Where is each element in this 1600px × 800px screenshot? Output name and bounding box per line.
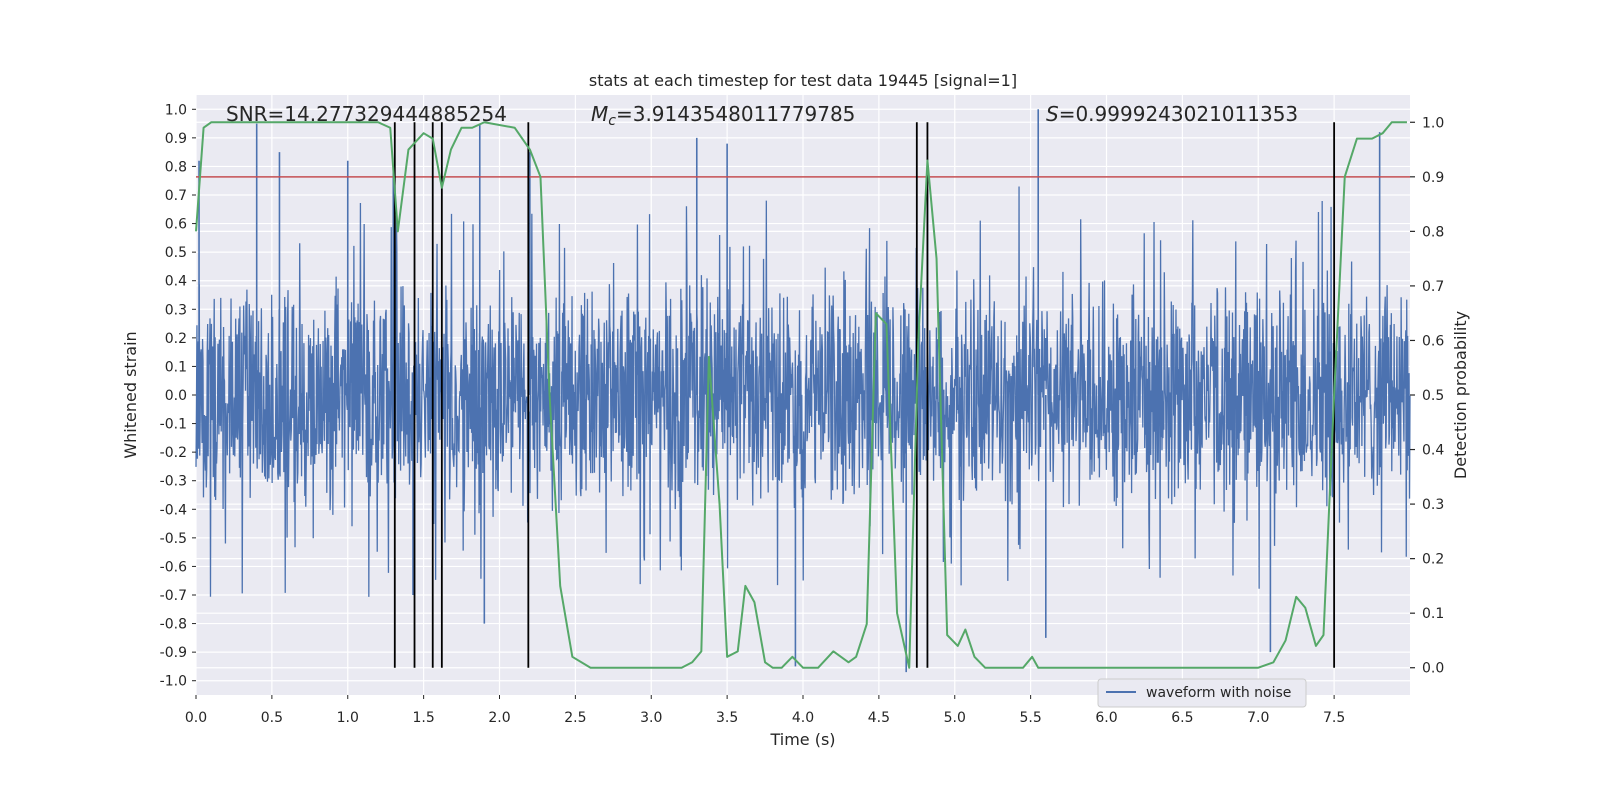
y2-axis-label: Detection probability (1451, 311, 1470, 479)
y2-tick-label: 0.9 (1422, 170, 1444, 186)
y2-tick-label: 1.0 (1422, 115, 1444, 131)
y-tick-label: -0.2 (160, 445, 187, 461)
x-tick-label: 1.0 (337, 710, 359, 726)
y2-tick-label: 0.6 (1422, 333, 1444, 349)
x-tick-label: 6.0 (1095, 710, 1117, 726)
y-tick-label: -0.3 (160, 474, 187, 490)
x-tick-label: 7.5 (1323, 710, 1345, 726)
x-tick-label: 0.0 (185, 710, 207, 726)
y-tick-label: 0.2 (165, 331, 187, 347)
x-tick-label: 4.5 (868, 710, 890, 726)
score-annotation: S=0.9999243021011353 (1046, 102, 1298, 126)
x-axis-ticks: 0.0 0.5 1.0 1.5 2.0 2.5 3.0 3.5 4.0 4.5 5.0 5.5 6.0 6… (185, 695, 1345, 726)
waveform-line (195, 186, 1411, 597)
y2-tick-label: 0.2 (1422, 552, 1444, 568)
x-tick-label: 7.0 (1247, 710, 1269, 726)
y-tick-label: -0.6 (160, 559, 187, 575)
y-tick-label: 0.7 (165, 188, 187, 204)
y-tick-label: -0.9 (160, 645, 187, 661)
y2-axis-ticks: 1.0 0.9 0.8 0.7 0.6 0.5 0.4 0.3 0.2 0.1 0.0 (1410, 115, 1444, 677)
y-tick-label: 0.6 (165, 217, 187, 233)
y-tick-label: 0.8 (165, 159, 187, 175)
x-tick-label: 2.5 (564, 710, 586, 726)
x-tick-label: 0.5 (261, 710, 283, 726)
legend-box (1097, 678, 1307, 708)
y-tick-label: 1.0 (165, 102, 187, 118)
y-tick-label: 0.3 (165, 302, 187, 318)
mc-value: =3.9143548011779785 (616, 102, 855, 126)
y2-tick-label: 0.7 (1422, 279, 1444, 295)
y-tick-label: -0.8 (160, 617, 187, 633)
x-tick-label: 4.0 (792, 710, 814, 726)
x-tick-label: 3.0 (640, 710, 662, 726)
y2-tick-label: 0.5 (1422, 388, 1444, 404)
series-detection-probability (195, 121, 1407, 669)
y-tick-label: -0.7 (160, 588, 187, 604)
s-symbol: S (1046, 102, 1059, 126)
y2-tick-label: 0.4 (1422, 443, 1444, 459)
s-value: =0.9999243021011353 (1059, 102, 1298, 126)
x-tick-label: 5.5 (1019, 710, 1041, 726)
legend-label: waveform with noise (1146, 685, 1291, 701)
y2-tick-label: 0.0 (1422, 661, 1444, 677)
legend: waveform with noise (1097, 678, 1307, 708)
y-tick-label: -0.4 (160, 502, 187, 518)
y-tick-label: -0.1 (160, 417, 187, 433)
y-axis-label: Whitened strain (121, 331, 140, 458)
y-tick-label: 0.1 (165, 359, 187, 375)
y-tick-label: 0.0 (165, 388, 187, 404)
mc-symbol: M (591, 102, 608, 126)
x-tick-label: 2.0 (488, 710, 510, 726)
y2-tick-label: 0.3 (1422, 497, 1444, 513)
x-axis-label: Time (s) (769, 730, 835, 749)
probability-line (195, 121, 1407, 669)
y2-tick-label: 0.1 (1422, 606, 1444, 622)
y2-tick-label: 0.8 (1422, 224, 1444, 240)
x-tick-label: 5.0 (944, 710, 966, 726)
y-tick-label: 0.5 (165, 245, 187, 261)
y-tick-label: 0.4 (165, 274, 187, 290)
chart-title: stats at each timestep for test data 194… (589, 71, 1017, 90)
y-tick-label: 0.9 (165, 131, 187, 147)
snr-annotation: SNR=14.277329444885254 (226, 102, 507, 126)
chirp-mass-annotation: Mc=3.9143548011779785 (591, 102, 855, 129)
event-lines (393, 122, 1336, 668)
x-tick-label: 6.5 (1171, 710, 1193, 726)
y-tick-label: -0.5 (160, 531, 187, 547)
y-axis-ticks: 1.0 0.9 0.8 0.7 0.6 0.5 0.4 0.3 0.2 0.1 0.0 -0.1 -0.… (160, 102, 196, 690)
x-tick-label: 3.5 (716, 710, 738, 726)
mc-subscript: c (608, 113, 616, 129)
y-tick-label: -1.0 (160, 674, 187, 690)
x-tick-label: 1.5 (412, 710, 434, 726)
